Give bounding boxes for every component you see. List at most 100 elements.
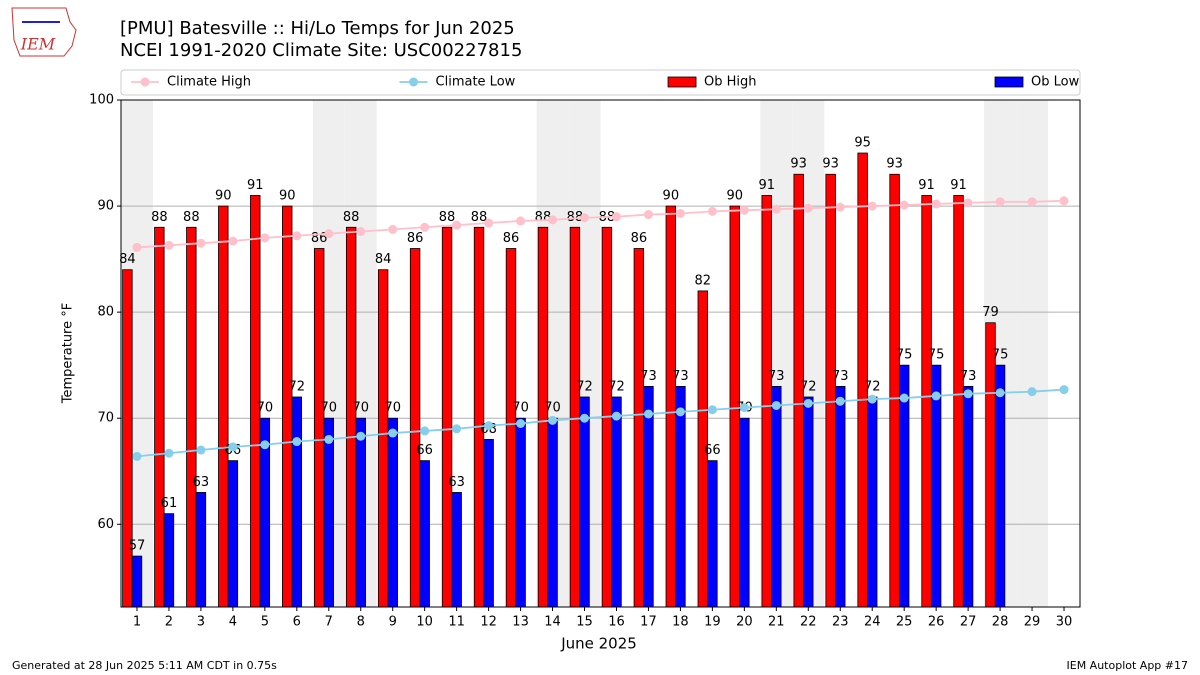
line-marker [292,231,302,241]
x-tick-label: 21 [768,615,785,630]
line-marker [803,398,813,408]
chart-subtitle: NCEI 1991-2020 Climate Site: USC00227815 [120,40,522,61]
value-label: 88 [535,210,552,225]
line-marker [611,411,621,421]
bar [953,195,964,608]
line-marker [484,421,494,431]
line-marker [516,419,526,429]
value-label: 63 [193,475,210,490]
line-marker [643,210,653,220]
value-label: 57 [129,539,146,554]
line-marker [388,428,398,438]
x-tick-label: 23 [832,615,849,630]
line-marker [739,403,749,413]
value-label: 86 [631,231,648,246]
value-label: 95 [854,136,871,151]
line-marker [675,208,685,218]
bar [643,385,654,608]
bar [569,226,581,608]
x-tick-label: 25 [896,615,913,630]
legend-swatch [994,76,1024,88]
value-label: 91 [918,178,935,193]
line-marker [931,199,941,209]
bar [921,195,932,608]
bar [867,396,878,608]
line-marker [1059,385,1069,395]
bar [825,173,836,608]
bar [985,322,996,608]
bar [707,460,718,608]
line-marker [963,389,973,399]
line-marker [260,440,270,450]
line-marker [995,197,1005,207]
legend-swatch [409,77,419,87]
x-tick-label: 16 [608,615,625,630]
bar [186,226,197,608]
bar [633,248,645,608]
value-label: 90 [663,189,680,204]
bar [994,364,1006,608]
bar [771,385,782,608]
line-marker [132,242,142,252]
bar [579,396,590,608]
x-tick-label: 15 [576,615,593,630]
line-marker [420,426,430,436]
value-label: 73 [640,369,657,384]
line-marker [771,204,781,214]
line-marker [580,213,590,223]
line-marker [516,216,526,226]
value-label: 84 [375,252,392,267]
line-marker [1027,387,1037,397]
x-tick-label: 4 [229,615,237,630]
line-marker [899,200,909,210]
bar [131,555,143,608]
x-tick-label: 12 [480,615,497,630]
value-label: 91 [758,178,775,193]
x-tick-label: 11 [448,615,465,630]
line-marker [356,227,366,237]
value-label: 93 [822,157,839,172]
value-label: 88 [183,210,200,225]
line-marker [324,434,334,444]
bar [291,396,303,608]
y-tick-label: 70 [97,411,114,426]
bar [665,205,677,608]
line-marker [484,218,494,228]
logo-outline [11,7,77,57]
value-label: 72 [289,379,306,394]
line-marker [803,203,813,213]
value-label: 91 [950,178,967,193]
value-label: 84 [119,252,136,267]
x-tick-label: 6 [293,615,301,630]
bar [739,417,750,608]
line-marker [835,202,845,212]
bar [345,226,357,608]
bar [227,460,239,608]
y-tick-label: 100 [89,93,114,108]
x-tick-label: 5 [261,615,269,630]
value-label: 93 [790,157,807,172]
value-label: 88 [151,210,168,225]
value-label: 66 [416,443,433,458]
bar [282,205,293,608]
value-label: 91 [247,178,264,193]
x-tick-label: 3 [197,615,205,630]
bar [441,226,453,608]
legend: Climate High Climate Low Ob High Ob Low [120,69,1081,96]
footer-left: Generated at 28 Jun 2025 5:11 AM CDT in … [12,659,277,672]
line-marker [292,437,302,447]
line-marker [356,431,366,441]
legend-label: Ob High [704,75,757,90]
line-marker [196,445,206,455]
value-label: 66 [704,443,721,458]
bar [122,269,133,608]
chart-title: [PMU] Batesville :: Hi/Lo Temps for Jun … [120,18,515,39]
value-label: 61 [161,496,178,511]
x-tick-label: 18 [672,615,689,630]
bar [483,439,494,608]
legend-swatch [140,77,150,87]
line-marker [548,415,558,425]
value-label: 93 [886,157,903,172]
line-marker [643,409,653,419]
